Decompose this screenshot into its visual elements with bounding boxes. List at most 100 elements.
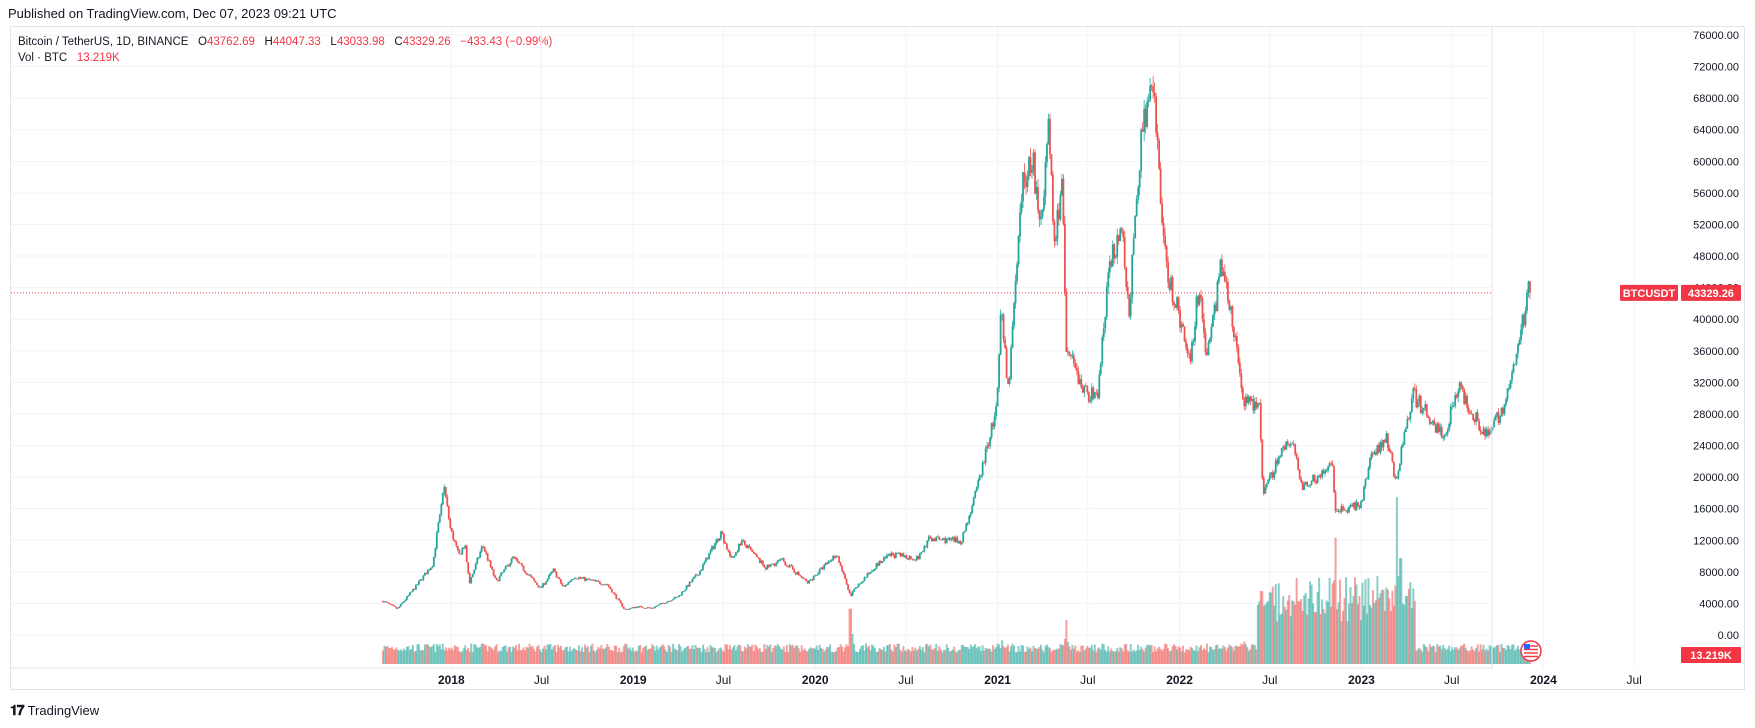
chart-legend: Bitcoin / TetherUS, 1D, BINANCE O43762.6… bbox=[18, 34, 552, 66]
volume-bar bbox=[1099, 649, 1102, 664]
volume-bar bbox=[1315, 611, 1318, 664]
candle-body bbox=[1141, 129, 1144, 132]
candle-body bbox=[766, 564, 769, 570]
candle-body bbox=[521, 563, 523, 566]
volume-bar bbox=[482, 643, 485, 664]
candle-body bbox=[625, 609, 628, 610]
candle-body bbox=[1404, 428, 1407, 432]
candle-body bbox=[746, 545, 749, 548]
volume-bar bbox=[1072, 648, 1075, 664]
candle-body bbox=[563, 585, 565, 587]
volume-bar bbox=[1280, 613, 1283, 664]
candle-body bbox=[829, 560, 832, 562]
volume-bar bbox=[565, 646, 568, 664]
candle-body bbox=[1325, 470, 1328, 472]
candle-body bbox=[1229, 306, 1232, 310]
candle-body bbox=[426, 569, 429, 575]
chart-grid bbox=[11, 27, 1635, 668]
candle-body bbox=[1032, 152, 1035, 170]
time-tick-label: 2022 bbox=[1166, 673, 1193, 687]
candle-body bbox=[984, 448, 987, 463]
volume-bar bbox=[1362, 605, 1365, 664]
candle-body bbox=[663, 603, 666, 605]
volume-bar bbox=[398, 650, 401, 664]
tradingview-brand[interactable]: TradingView bbox=[27, 703, 100, 718]
volume-bar bbox=[1226, 647, 1229, 664]
candle-body bbox=[594, 579, 597, 582]
volume-bar bbox=[1219, 647, 1222, 664]
candle-body bbox=[721, 531, 724, 534]
volume-bar bbox=[989, 648, 992, 664]
volume-bar bbox=[592, 650, 595, 664]
candle-body bbox=[950, 538, 953, 540]
volume-bar bbox=[793, 647, 796, 664]
volume-bar bbox=[1069, 650, 1072, 664]
time-tick-label: Jul bbox=[898, 673, 913, 687]
candle-body bbox=[1472, 413, 1475, 420]
volume-bar bbox=[1377, 597, 1380, 664]
candle-body bbox=[401, 602, 404, 604]
candle-body bbox=[1273, 472, 1276, 478]
volume-bar bbox=[613, 645, 616, 664]
volume-bar bbox=[878, 648, 881, 664]
candle-body bbox=[636, 606, 639, 608]
candle-body bbox=[489, 560, 492, 567]
volume-bar bbox=[480, 643, 483, 664]
candle-body bbox=[652, 607, 655, 609]
volume-bar bbox=[706, 647, 709, 664]
candle-body bbox=[1384, 439, 1386, 443]
candle-body bbox=[959, 540, 962, 544]
candle-body bbox=[956, 537, 959, 543]
volume-bar bbox=[1047, 646, 1050, 664]
close-label: C bbox=[394, 36, 403, 48]
candle-body bbox=[561, 583, 564, 586]
candle-body bbox=[664, 602, 667, 604]
volume-bar bbox=[537, 644, 540, 664]
volume-bar bbox=[1225, 650, 1228, 664]
volume-bar bbox=[784, 651, 787, 664]
volume-bar bbox=[494, 646, 497, 664]
flag-canton bbox=[1523, 644, 1530, 649]
candle-body bbox=[1255, 401, 1258, 408]
candle-body bbox=[957, 540, 960, 543]
candle-body bbox=[824, 563, 827, 565]
volume-bar bbox=[887, 645, 890, 664]
volume-bar bbox=[531, 645, 534, 664]
volume-bar bbox=[582, 651, 585, 664]
volume-bar bbox=[772, 647, 775, 664]
candle-body bbox=[836, 556, 839, 558]
volume-bar bbox=[942, 649, 945, 664]
candle-body bbox=[1132, 238, 1135, 255]
volume-bar bbox=[1427, 651, 1430, 664]
candle-body bbox=[1400, 446, 1403, 464]
candle-body bbox=[1080, 379, 1083, 388]
volume-bar bbox=[461, 651, 464, 664]
volume-bar bbox=[764, 648, 767, 664]
volume-bar bbox=[410, 648, 413, 664]
candle-body bbox=[557, 577, 559, 579]
candle-body bbox=[1463, 389, 1466, 404]
volume-bar bbox=[1283, 606, 1286, 664]
candle-body bbox=[400, 603, 402, 607]
low-value: 43033.98 bbox=[336, 36, 385, 48]
volume-label[interactable]: Vol · BTC bbox=[18, 52, 68, 64]
candle-body bbox=[860, 582, 863, 584]
symbol-title[interactable]: Bitcoin / TetherUS, 1D, BINANCE bbox=[18, 36, 189, 48]
volume-bar bbox=[814, 648, 817, 664]
candle-body bbox=[1265, 483, 1268, 488]
volume-bar bbox=[748, 646, 751, 664]
candle-body bbox=[633, 607, 636, 609]
volume-bar bbox=[1519, 651, 1522, 664]
volume-bar bbox=[1273, 605, 1276, 664]
volume-bar bbox=[675, 649, 678, 664]
volume-bar bbox=[678, 644, 681, 664]
candle-body bbox=[1197, 296, 1199, 305]
candle-body bbox=[1037, 187, 1039, 211]
candle-body bbox=[419, 579, 422, 581]
volume-bar bbox=[618, 647, 621, 664]
price-tick-label: 40000.00 bbox=[1693, 314, 1739, 326]
volume-bar bbox=[628, 647, 631, 664]
volume-bar bbox=[960, 645, 963, 664]
candle-body bbox=[510, 558, 513, 564]
